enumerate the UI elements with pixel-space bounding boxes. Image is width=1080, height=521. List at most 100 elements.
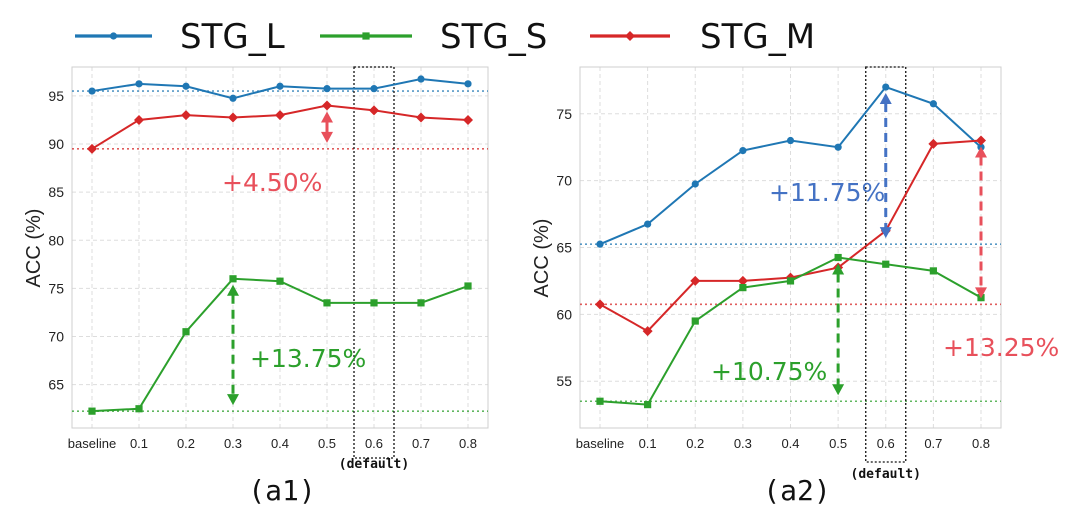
charts: 65 70 75 80 85 90 95 baseline 0.1 0.2 0.3 0.4 0.5 0.6… [23,66,1059,507]
data-point [691,180,699,188]
data-point [786,136,795,145]
x-tick-label: 0.2 [686,436,704,451]
series-stg-l [88,75,472,102]
panel-label: (a2) [763,474,830,507]
y-tick-label: 95 [48,88,64,104]
data-point [88,407,96,415]
annotation-arrow-head-down [879,227,892,239]
data-point [369,105,379,116]
data-point [135,80,143,88]
data-point [370,299,378,307]
legend-label: STG_M [700,17,815,57]
chart-panel-2: 55 60 65 70 75 baseline 0.1 0.2 0.3 0.4 0.5 0.6 0.7 0… [531,66,1059,507]
data-point [464,80,472,88]
data-point [134,114,144,125]
annotation-label: +10.75% [711,357,827,386]
x-tick-label: 0.7 [924,436,942,451]
annotation-arrow-head-down [975,287,987,299]
x-tick-label: 0.5 [318,436,336,451]
data-point [88,87,96,95]
x-tick-label: 0.2 [177,436,195,451]
x-tick-label: baseline [576,436,624,451]
data-point [929,100,937,108]
data-point [323,299,331,307]
data-point [644,220,652,228]
data-point [182,328,190,336]
data-point [690,275,701,286]
x-tick-label: 0.4 [781,436,799,451]
x-tick-label: 0.4 [271,436,289,451]
data-point [276,82,284,90]
annotation-3: +13.25% [943,146,1059,362]
legend-entry-stg-s: STG_S [320,17,547,57]
y-tick-label: 70 [48,329,64,345]
y-tick-label: 70 [556,173,572,189]
annotation-arrow-head-up [321,111,333,123]
annotation-arrow-head-up [879,93,892,105]
x-tick-label: 0.1 [639,436,657,451]
data-point [182,82,190,90]
data-point [882,83,890,91]
data-point [596,240,604,248]
legend-label: STG_S [440,17,547,57]
data-point [739,284,747,292]
data-point [595,299,605,310]
annotation-arrow-head-up [832,263,845,275]
x-tick-label: 0.7 [412,436,430,451]
data-point [322,100,332,111]
annotation-label: +11.75% [769,178,885,207]
data-point [181,110,191,121]
x-tick-label: 0.3 [734,436,752,451]
legend: STG_L STG_S STG_M [75,17,815,57]
data-point [691,317,699,325]
default-label: (default) [339,457,409,472]
x-tick-label: 0.6 [877,436,895,451]
x-tick-label: baseline [68,436,116,451]
legend-entry-stg-l: STG_L [75,17,285,57]
y-tick-label: 80 [48,232,64,248]
data-point [834,253,842,262]
annotation-arrow-head-up [975,146,987,158]
y-tick-label: 65 [48,377,64,393]
x-tick-label: 0.8 [459,436,477,451]
annotation-label: +13.75% [250,344,366,373]
data-point [323,85,331,93]
data-point [228,112,238,123]
data-point [275,110,285,121]
data-point [786,277,795,285]
annotation-arrow-head-down [321,131,333,143]
annotation-arrow-head-down [832,384,845,396]
data-point [739,146,747,155]
data-point [135,405,143,413]
axes-frame [579,66,1002,429]
data-point [463,114,473,125]
data-point [834,143,842,151]
annotation-label: +13.25% [943,333,1059,362]
legend-marker [625,31,635,41]
x-tick-label: 0.6 [365,436,383,451]
legend-entry-stg-m: STG_M [590,17,815,57]
data-point [737,275,748,286]
y-tick-label: 60 [556,306,572,322]
data-point [464,282,472,290]
annotation-arrow-head-up [227,284,239,296]
data-point [417,75,425,83]
y-tick-label: 75 [556,106,572,122]
panel-label: (a1) [248,474,315,507]
data-point [596,397,604,405]
y-axis-label: ACC (%) [23,209,45,288]
y-tick-label: 85 [48,184,64,200]
y-tick-label: 65 [556,240,572,256]
default-highlight-box [865,66,907,463]
annotation-arrow-head-down [227,394,239,406]
chart-panel-1: 65 70 75 80 85 90 95 baseline 0.1 0.2 0.3 0.4 0.5 0.6… [23,66,489,507]
data-point [417,299,425,307]
x-tick-label: 0.3 [224,436,242,451]
axes-frame [71,66,489,429]
data-point [882,260,890,268]
data-point [416,112,426,123]
y-axis-label: ACC (%) [531,219,553,298]
data-point [370,85,378,93]
series-stg-s [88,275,472,415]
